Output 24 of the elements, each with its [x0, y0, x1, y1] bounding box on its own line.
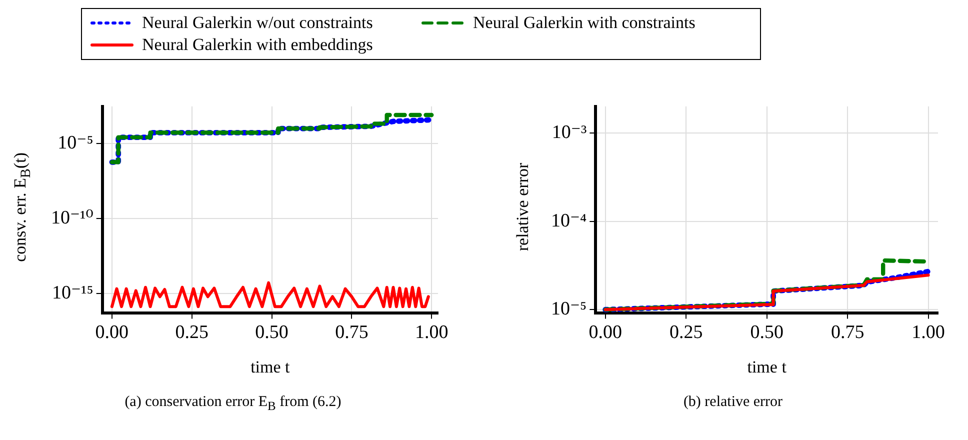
x-tick-label: 1.00: [414, 322, 448, 344]
x-tick-label: 0.50: [750, 322, 784, 344]
y-tick-label: 10⁻⁵: [58, 132, 94, 154]
text: (a) conservation error E$_{B}$ from (6.2): [124, 394, 342, 414]
x-tick-label: 0.00: [95, 322, 129, 344]
x-tick-label: 0.75: [335, 322, 368, 344]
y-tick-label: 10⁻¹⁵: [52, 282, 94, 304]
y-tick-label: 10⁻⁵: [550, 298, 587, 320]
y-axis-title: relative error: [513, 162, 533, 252]
x-axis-title: time t: [250, 357, 290, 376]
legend-label: Neural Galerkin with constraints: [473, 13, 696, 33]
x-tick-label: 0.25: [175, 322, 208, 344]
y-tick-label: 10⁻³: [552, 122, 587, 143]
x-axis-title: time t: [747, 357, 787, 376]
y-tick-label: 10⁻⁴: [550, 210, 588, 232]
text: (b) relative error: [682, 394, 784, 411]
legend-label: Neural Galerkin with embeddings: [142, 35, 373, 55]
legend-label: Neural Galerkin w/out constraints: [142, 13, 373, 33]
x-tick-label: 0.00: [588, 322, 622, 344]
x-tick-label: 0.75: [830, 322, 864, 344]
x-tick-label: 0.25: [669, 322, 703, 344]
y-tick-label: 10⁻¹⁰: [51, 207, 94, 228]
x-tick-label: 0.50: [255, 322, 288, 344]
x-tick-label: 1.00: [912, 322, 945, 344]
